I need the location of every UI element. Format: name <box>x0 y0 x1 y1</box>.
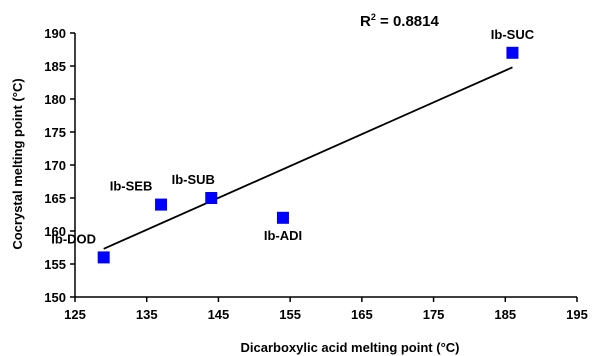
y-tick-label: 170 <box>44 158 66 173</box>
y-tick-label: 180 <box>44 92 66 107</box>
r-squared-superscript: 2 <box>371 12 376 22</box>
x-tick-label: 145 <box>208 307 230 322</box>
data-point <box>276 211 289 224</box>
y-tick-label: 155 <box>44 257 66 272</box>
data-point <box>155 198 168 211</box>
r-squared-prefix: R <box>360 13 371 30</box>
point-label: Ib-DOD <box>51 231 96 246</box>
r-squared-value: = 0.8814 <box>376 13 440 30</box>
r-squared-annotation: R2 = 0.8814 <box>360 12 439 30</box>
x-tick-label: 195 <box>566 307 588 322</box>
x-tick-label: 155 <box>279 307 301 322</box>
data-points <box>97 46 519 264</box>
point-label: Ib-ADI <box>264 228 302 243</box>
point-labels: Ib-DOD Ib-SEB Ib-SUB Ib-ADI Ib-SUC <box>51 27 534 247</box>
x-axis: 125 135 145 155 165 175 185 195 <box>64 296 588 322</box>
point-label: Ib-SUC <box>491 27 535 42</box>
trendline-group <box>103 66 513 250</box>
data-point <box>506 46 519 59</box>
data-point <box>97 251 110 264</box>
x-tick-label: 125 <box>64 307 86 322</box>
x-tick-label: 175 <box>423 307 445 322</box>
data-point <box>205 192 218 204</box>
y-tick-label: 150 <box>44 290 66 305</box>
y-tick-label: 190 <box>44 26 66 41</box>
y-tick-label: 160 <box>44 224 66 239</box>
y-tick-label: 165 <box>44 191 66 206</box>
y-axis-title: Cocrystal melting point (°C) <box>10 78 25 249</box>
point-label: Ib-SEB <box>110 179 153 194</box>
x-tick-label: 165 <box>351 307 373 322</box>
trendline <box>103 66 513 250</box>
x-axis-title: Dicarboxylic acid melting point (°C) <box>240 340 459 355</box>
point-label: Ib-SUB <box>172 172 215 187</box>
x-tick-label: 135 <box>136 307 158 322</box>
y-tick-label: 175 <box>44 125 66 140</box>
x-tick-label: 185 <box>494 307 516 322</box>
y-tick-label: 185 <box>44 59 66 74</box>
y-axis: 150 155 160 165 170 175 180 185 190 <box>44 26 76 305</box>
